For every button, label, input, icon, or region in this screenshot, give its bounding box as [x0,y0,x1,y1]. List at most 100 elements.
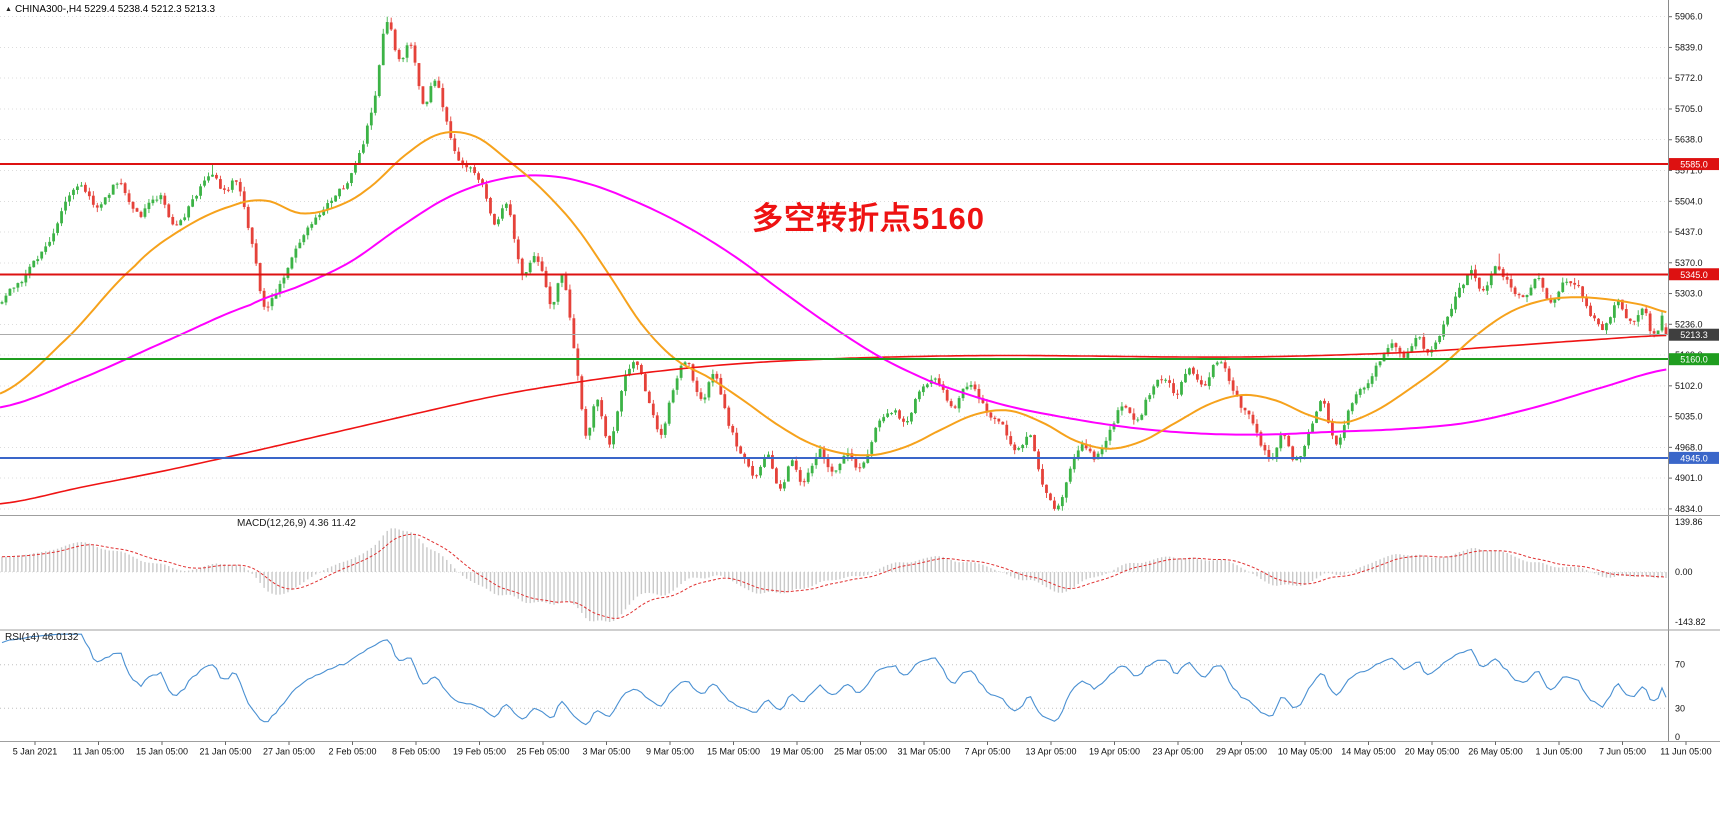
candle-body [1609,317,1612,324]
macd-bar [5,556,7,572]
macd-bar [1077,572,1079,585]
macd-bar [223,564,226,572]
candle-body [544,270,548,287]
candle-body [1589,305,1592,316]
macd-bar [831,572,833,581]
price-axis-label: 5370.0 [1675,258,1703,268]
macd-bar [616,572,619,619]
macd-bar [275,572,277,595]
macd-bar [394,528,396,572]
macd-bar [1466,549,1469,572]
macd-bar [930,556,932,572]
macd-bar [414,534,416,572]
macd-bar [696,572,698,578]
macd-bar [1168,556,1171,572]
time-axis[interactable]: 5 Jan 2021 11 Jan 05:00 15 Jan 05:00 21 Jan… [13,741,1712,757]
candle-body [36,259,40,262]
macd-bar [1434,557,1437,572]
candle-body [1601,324,1604,330]
macd-bar [906,562,909,572]
macd-bar [886,564,889,572]
macd-bar [612,572,615,622]
candle-body [739,446,743,454]
macd-bar [684,572,686,581]
candle-body [1446,316,1449,325]
candle-body [810,465,814,474]
candle-body [171,217,175,225]
macd-bar [195,568,198,572]
macd-bar [867,572,869,575]
macd-bar [243,567,245,572]
candle-body [584,409,588,436]
macd-bar [1383,557,1385,572]
macd-bar [410,532,412,572]
price-axis-label: 5035.0 [1675,412,1703,422]
candle-body [1406,352,1410,358]
macd-bar [187,570,190,572]
macd-bar [434,551,436,572]
macd-bar [1260,572,1262,580]
candle-body [1017,448,1021,450]
candle-body [270,298,274,307]
candle-body [56,223,59,233]
candle-body [1565,281,1569,283]
candle-body [1259,432,1263,446]
candle-body [1148,395,1152,400]
time-axis-label: 5 Jan 2021 [13,747,58,757]
horizontal-lines-layer[interactable] [0,163,1668,459]
macd-bar [295,572,297,588]
macd-bar [720,572,722,576]
candle-body [219,179,222,189]
candle-body [842,455,846,464]
candle-body [953,406,957,408]
macd-bar [1510,554,1512,572]
candle-body [775,468,778,484]
macd-bar [998,571,1000,572]
macd-bar [1109,571,1111,573]
macd-bar [1299,572,1302,586]
price-axis[interactable]: 5906.0 5839.0 5772.0 5705.0 5638.0 5571.0 5504… [0,0,1720,742]
candle-body [862,462,866,468]
macd-bar [1407,555,1409,572]
candle-body [802,481,806,483]
macd-bar [1180,558,1183,572]
macd-bar [1566,566,1568,572]
candle-body [838,463,842,471]
candle-body [393,29,397,51]
macd-bar [92,545,95,572]
macd-bar [1101,572,1103,576]
candle-body [119,183,123,185]
time-axis-label: 9 Mar 05:00 [646,747,694,757]
candle-body [461,160,465,164]
candle-body [818,449,822,459]
candle-body [497,219,500,225]
candle-body [1136,419,1140,421]
candle-body [361,144,365,153]
candle-body [1470,270,1473,275]
time-axis-label: 25 Mar 05:00 [834,747,887,757]
macd-bar [1371,562,1373,572]
macd-bar [557,572,559,604]
candle-body [751,465,754,476]
macd-bar [259,572,261,583]
macd-bar [56,548,59,572]
macd-bar [1284,572,1286,585]
macd-bar [251,572,253,574]
time-axis-label: 19 Apr 05:00 [1089,747,1140,757]
candle-body [1140,414,1144,420]
macd-bar [1311,572,1314,582]
candle-body [20,281,24,284]
macd-bar [922,558,925,572]
macd-bar [1506,553,1508,572]
candle-body [342,188,345,190]
macd-bar [692,572,694,578]
macd-bar [823,572,825,581]
macd-bar [96,547,98,572]
candle-body [500,208,504,219]
macd-bar [386,530,388,572]
macd-bar [1085,572,1087,580]
macd-bar [132,556,134,572]
candle-body [1331,422,1334,436]
